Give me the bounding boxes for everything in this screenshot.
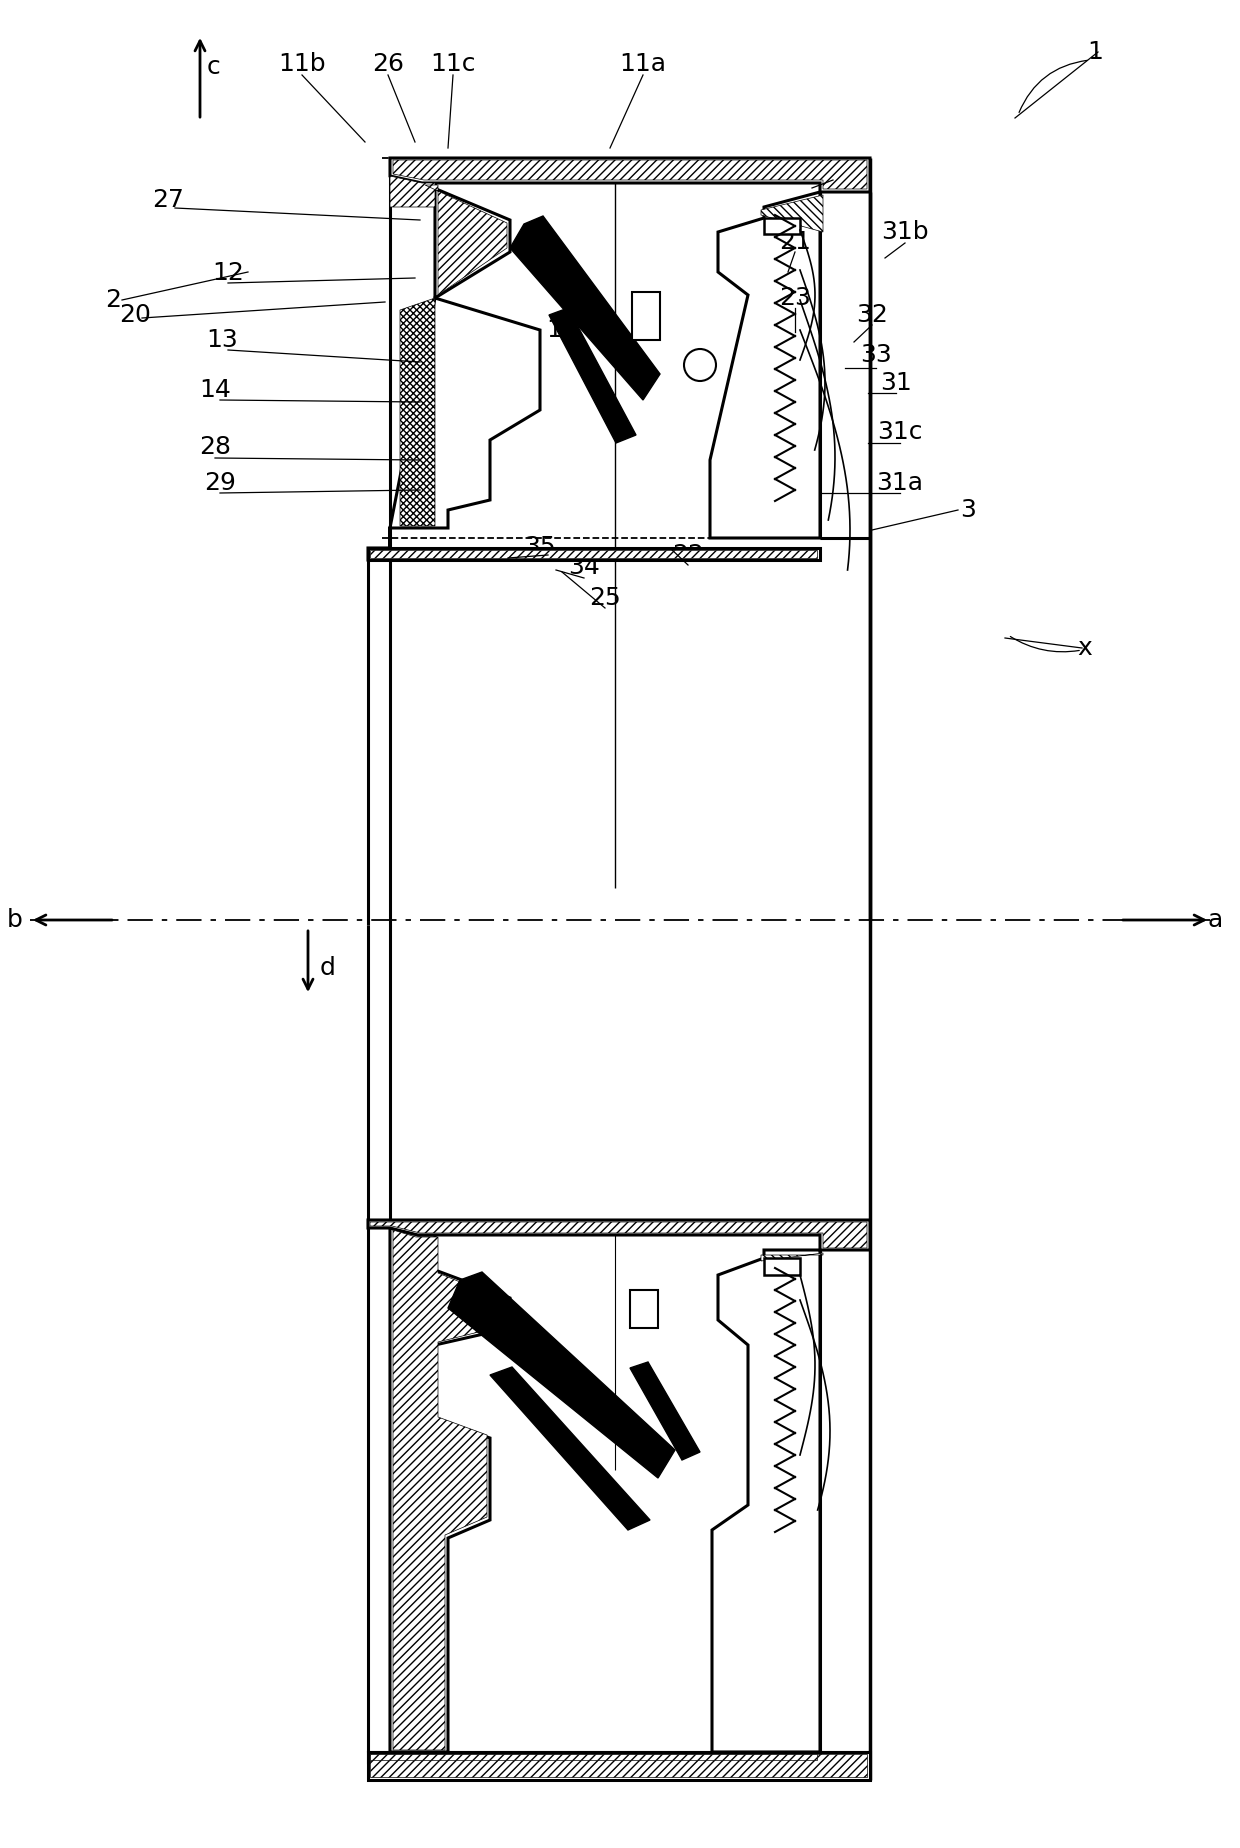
Polygon shape (761, 196, 823, 233)
Polygon shape (368, 1220, 870, 1249)
Text: 23: 23 (779, 286, 811, 310)
Polygon shape (510, 216, 660, 399)
Text: 35: 35 (525, 536, 556, 558)
Text: 20: 20 (119, 303, 151, 327)
Text: 1: 1 (1087, 41, 1102, 65)
Text: 31: 31 (880, 371, 911, 395)
Polygon shape (370, 551, 817, 558)
Text: 11b: 11b (278, 52, 326, 76)
Text: 22: 22 (672, 543, 704, 567)
Text: 31a: 31a (877, 471, 924, 495)
Text: 2: 2 (105, 288, 122, 312)
Text: 21: 21 (779, 229, 811, 253)
Polygon shape (425, 185, 507, 296)
Text: 11a: 11a (620, 52, 667, 76)
Polygon shape (490, 1368, 650, 1530)
Polygon shape (401, 298, 435, 527)
Text: 34: 34 (568, 554, 600, 578)
Polygon shape (391, 1229, 510, 1752)
Text: 32: 32 (856, 303, 888, 327)
Text: 31c: 31c (877, 419, 923, 444)
Polygon shape (368, 549, 820, 560)
Text: d: d (320, 955, 336, 979)
Polygon shape (630, 1290, 658, 1329)
Polygon shape (368, 1752, 870, 1780)
Text: a: a (1208, 907, 1223, 931)
Polygon shape (370, 1222, 867, 1247)
Polygon shape (764, 1258, 800, 1275)
Text: 25: 25 (589, 586, 621, 610)
Text: 31b: 31b (882, 220, 929, 244)
Text: 26: 26 (372, 52, 404, 76)
Text: 14: 14 (200, 379, 231, 403)
Polygon shape (712, 1249, 820, 1752)
Text: 11c: 11c (430, 52, 476, 76)
Polygon shape (368, 298, 539, 560)
Polygon shape (761, 1253, 823, 1260)
Polygon shape (764, 218, 800, 235)
Text: 11: 11 (546, 318, 578, 342)
Text: 3: 3 (960, 497, 976, 521)
Polygon shape (448, 1271, 675, 1478)
Text: b: b (7, 907, 22, 931)
Polygon shape (711, 192, 820, 538)
Text: 27: 27 (153, 188, 184, 213)
Text: 13: 13 (206, 327, 238, 351)
Polygon shape (393, 1231, 507, 1750)
Text: c: c (206, 55, 219, 79)
Polygon shape (391, 157, 870, 192)
Polygon shape (393, 161, 867, 188)
Polygon shape (370, 1754, 817, 1759)
Text: 29: 29 (205, 471, 236, 495)
Text: 10: 10 (817, 161, 849, 185)
Polygon shape (549, 309, 636, 444)
Text: 12: 12 (212, 261, 244, 285)
Polygon shape (632, 292, 660, 340)
Polygon shape (368, 1752, 820, 1761)
Polygon shape (422, 183, 510, 298)
Polygon shape (370, 1754, 867, 1778)
Text: 33: 33 (861, 344, 892, 368)
Polygon shape (630, 1362, 701, 1460)
Text: 28: 28 (198, 434, 231, 458)
Text: x: x (1078, 636, 1092, 660)
Polygon shape (391, 176, 435, 207)
